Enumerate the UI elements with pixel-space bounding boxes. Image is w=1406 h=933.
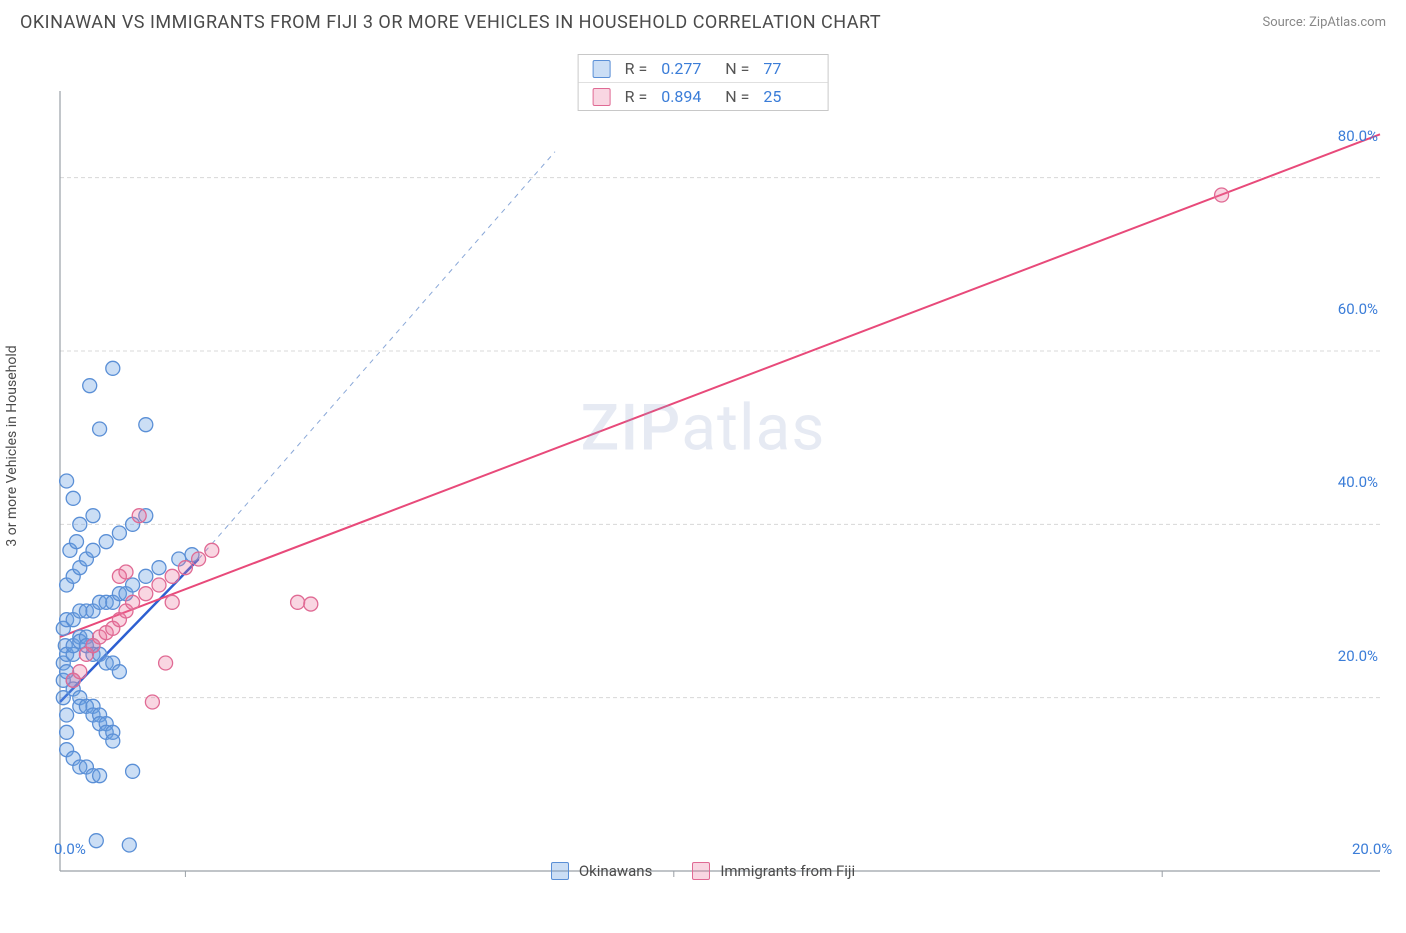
legend-entry: Immigrants from Fiji [692, 862, 855, 880]
r-value: 0.277 [661, 59, 711, 78]
legend-swatch [551, 862, 569, 880]
y-tick-label: 20.0% [1338, 647, 1378, 665]
scatter-chart [0, 41, 1406, 933]
x-tick-label: 0.0% [54, 840, 86, 858]
stats-row: R = 0.894 N = 25 [579, 82, 828, 110]
legend-label: Okinawans [579, 862, 652, 880]
legend-swatch [593, 60, 611, 78]
r-label: R = [625, 59, 648, 78]
n-value: 25 [763, 87, 813, 106]
legend-label: Immigrants from Fiji [720, 862, 855, 880]
source-label: Source: ZipAtlas.com [1262, 15, 1386, 30]
legend-entry: Okinawans [551, 862, 652, 880]
n-value: 77 [763, 59, 813, 78]
x-tick-label: 20.0% [1352, 840, 1392, 858]
y-tick-label: 40.0% [1338, 473, 1378, 491]
y-tick-label: 60.0% [1338, 300, 1378, 318]
chart-title: OKINAWAN VS IMMIGRANTS FROM FIJI 3 OR MO… [20, 12, 881, 33]
r-value: 0.894 [661, 87, 711, 106]
legend-swatch [593, 88, 611, 106]
stats-row: R = 0.277 N = 77 [579, 55, 828, 82]
y-tick-label: 80.0% [1338, 127, 1378, 145]
n-label: N = [725, 87, 749, 106]
r-label: R = [625, 87, 648, 106]
y-axis-label: 3 or more Vehicles in Household [4, 345, 20, 546]
n-label: N = [725, 59, 749, 78]
legend-swatch [692, 862, 710, 880]
stats-legend: R = 0.277 N = 77 R = 0.894 N = 25 [578, 54, 829, 111]
bottom-legend: Okinawans Immigrants from Fiji [0, 862, 1406, 880]
